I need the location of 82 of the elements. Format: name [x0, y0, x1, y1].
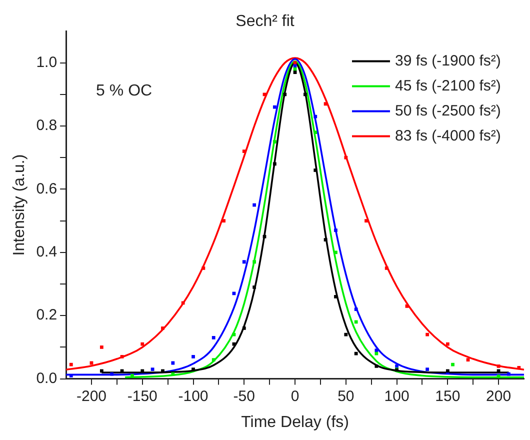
- point: [110, 372, 114, 376]
- x-tick-label: 100: [384, 388, 410, 405]
- x-tick-label: 200: [486, 388, 512, 405]
- y-tick-label: 0.8: [36, 117, 58, 134]
- legend-label: 50 fs (-2500 fs²): [395, 102, 501, 120]
- point: [272, 105, 276, 109]
- point: [171, 372, 175, 376]
- point: [242, 326, 246, 330]
- x-axis-title: Time Delay (fs): [241, 414, 349, 431]
- y-tick-label: 1.0: [36, 54, 58, 71]
- point: [314, 130, 318, 134]
- x-tick-label: 0: [290, 388, 300, 405]
- x-tick-label: -100: [178, 388, 208, 405]
- point: [252, 203, 256, 207]
- point: [171, 361, 175, 365]
- y-tick-label: 0.2: [36, 306, 58, 324]
- point: [262, 234, 266, 238]
- point: [324, 102, 328, 106]
- point: [451, 362, 454, 366]
- point: [293, 61, 297, 64]
- point: [304, 92, 307, 96]
- point: [446, 342, 450, 346]
- point: [364, 219, 368, 222]
- point: [283, 92, 287, 96]
- point: [161, 326, 164, 330]
- point: [334, 250, 338, 254]
- point: [426, 332, 430, 336]
- point: [344, 332, 348, 336]
- legend-label: 83 fs (-4000 fs²): [395, 127, 501, 144]
- y-tick-label: 0.6: [36, 180, 58, 198]
- point: [395, 364, 398, 368]
- point: [252, 260, 256, 264]
- point: [344, 156, 348, 160]
- point: [374, 364, 378, 368]
- point: [232, 332, 236, 336]
- point: [374, 348, 378, 352]
- point: [334, 228, 338, 232]
- point: [426, 368, 430, 372]
- point: [314, 168, 318, 172]
- point: [100, 346, 104, 349]
- point: [354, 320, 358, 324]
- x-tick-label: 150: [435, 388, 460, 405]
- point: [100, 369, 104, 373]
- point: [242, 150, 246, 153]
- point: [354, 308, 358, 311]
- point: [272, 140, 276, 144]
- point: [507, 372, 510, 376]
- point: [212, 336, 216, 340]
- point: [212, 358, 216, 362]
- point: [242, 260, 246, 264]
- point: [140, 342, 144, 346]
- point: [334, 294, 338, 298]
- point: [374, 352, 378, 356]
- y-tick-label: 0.0: [36, 370, 58, 387]
- point: [496, 364, 500, 368]
- point: [384, 266, 388, 270]
- point: [262, 92, 266, 96]
- point: [293, 70, 297, 74]
- point: [324, 238, 328, 242]
- point: [314, 114, 318, 118]
- legend-label: 45 fs (-2100 fs²): [395, 77, 501, 94]
- annotation: 5 % OC: [96, 82, 152, 100]
- point: [150, 368, 154, 372]
- x-tick-label: -50: [233, 388, 255, 405]
- legend-label: 39 fs (-1900 fs²): [395, 52, 501, 70]
- point: [192, 354, 195, 358]
- point: [120, 354, 124, 358]
- chart-title: Sech² fit: [236, 13, 295, 30]
- x-tick-label: 50: [338, 388, 354, 405]
- point: [69, 362, 73, 366]
- y-axis-title: Intensity (a.u.): [11, 154, 28, 256]
- point: [181, 301, 185, 305]
- point: [222, 219, 226, 222]
- point: [405, 304, 409, 308]
- point: [466, 358, 470, 362]
- point: [252, 285, 256, 289]
- point: [354, 352, 358, 356]
- x-tick-label: -200: [76, 388, 107, 405]
- point: [272, 162, 276, 166]
- x-tick-label: -150: [127, 388, 158, 405]
- point: [202, 266, 206, 270]
- y-tick-label: 0.4: [36, 244, 58, 261]
